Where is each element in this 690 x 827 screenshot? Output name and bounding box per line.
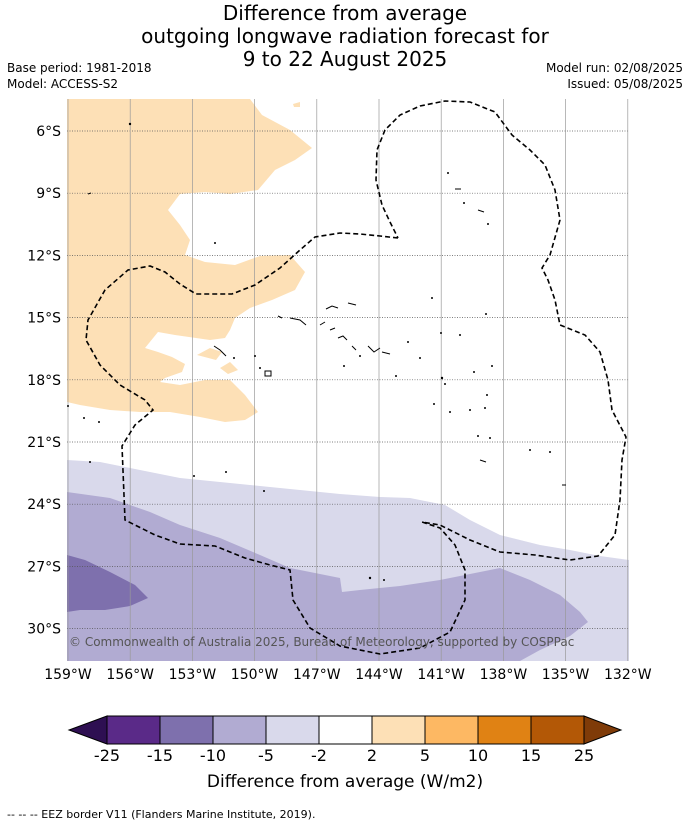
colorbar-min-extension — [67, 715, 108, 745]
copyright-notice: © Commonwealth of Australia 2025, Bureau… — [69, 635, 574, 649]
colorbar-segment — [106, 715, 161, 745]
positive-anomaly-patch — [220, 362, 238, 374]
longitude-label: 144°W — [355, 667, 403, 683]
latitude-label: 9°S — [36, 186, 61, 202]
latitude-label: 18°S — [27, 373, 61, 389]
longitude-label: 138°W — [480, 667, 528, 683]
title-line-1: Difference from average — [222, 1, 468, 25]
colorbar-tick-label: 15 — [521, 746, 541, 765]
latitude-label: 30°S — [27, 622, 61, 638]
colorbar-segment — [159, 715, 214, 745]
colorbar-segment — [371, 715, 426, 745]
colorbar-tick-label: 2 — [367, 746, 377, 765]
colorbar-tick-label: -15 — [147, 746, 173, 765]
positive-anomaly-region — [67, 99, 312, 422]
latitude-label: 15°S — [27, 311, 61, 327]
longitude-label: 132°W — [604, 667, 652, 683]
colorbar-tick-label: -25 — [94, 746, 120, 765]
eez-footnote: -- -- -- EEZ border V11 (Flanders Marine… — [7, 808, 316, 821]
strong-negative-region — [67, 555, 148, 612]
colorbar-segment — [318, 715, 373, 745]
longitude-label: 147°W — [293, 667, 341, 683]
colorbar-segment — [530, 715, 585, 745]
issued-date: Issued: 05/08/2025 — [567, 77, 683, 91]
longitude-label: 150°W — [231, 667, 279, 683]
longitude-label: 141°W — [417, 667, 465, 683]
chart-title: Difference from average outgoing longwav… — [0, 2, 690, 71]
longitude-label: 135°W — [542, 667, 590, 683]
latitude-label: 21°S — [27, 435, 61, 451]
model-info: Base period: 1981-2018 Model: ACCESS-S2 — [7, 60, 152, 92]
island-outlines — [87, 188, 566, 486]
longitude-label: 153°W — [169, 667, 217, 683]
colorbar-segment — [477, 715, 532, 745]
colorbar-tick-label: 10 — [468, 746, 488, 765]
moderate-negative-region — [67, 492, 588, 661]
title-line-2: outgoing longwave radiation forecast for — [141, 24, 549, 48]
model-name: Model: ACCESS-S2 — [7, 77, 119, 91]
model-run: Model run: 02/08/2025 — [545, 61, 683, 75]
colorbar-tick-label: -5 — [258, 746, 274, 765]
longitude-labels: 159°W 156°W 153°W 150°W 147°W 144°W 141°W 138°W… — [44, 667, 652, 683]
gridlines — [67, 99, 629, 661]
title-line-3: 9 to 22 August 2025 — [242, 47, 448, 71]
latitude-label: 6°S — [36, 124, 61, 140]
longitude-label: 156°W — [106, 667, 154, 683]
colorbar-tick-label: 5 — [420, 746, 430, 765]
island-dots — [67, 122, 551, 581]
colorbar-segment — [424, 715, 479, 745]
colorbar-tick-label: 25 — [574, 746, 594, 765]
colorbar-tick-label: -10 — [200, 746, 226, 765]
latitude-labels: 6°S 9°S 12°S 15°S 18°S 21°S 24°S 27°S 30°S — [27, 124, 61, 638]
latitude-label: 27°S — [27, 559, 61, 575]
colorbar-segment — [265, 715, 320, 745]
latitude-label: 24°S — [27, 497, 61, 513]
longitude-label: 159°W — [44, 667, 92, 683]
colorbar-segment — [212, 715, 267, 745]
eez-border-line — [85, 100, 627, 655]
colorbar-tick-label: -2 — [311, 746, 327, 765]
colorbar-label: Difference from average (W/m2) — [206, 772, 484, 792]
positive-anomaly-patch — [293, 102, 300, 107]
colorbar: -25 -15 -10 -5 -2 2 5 10 15 25 — [67, 715, 623, 765]
base-period: Base period: 1981-2018 — [7, 61, 152, 75]
colorbar-max-extension — [583, 715, 623, 745]
run-info: Model run: 02/08/2025 Issued: 05/08/2025 — [546, 60, 683, 92]
positive-anomaly-patch — [197, 348, 222, 360]
latitude-label: 12°S — [27, 248, 61, 264]
